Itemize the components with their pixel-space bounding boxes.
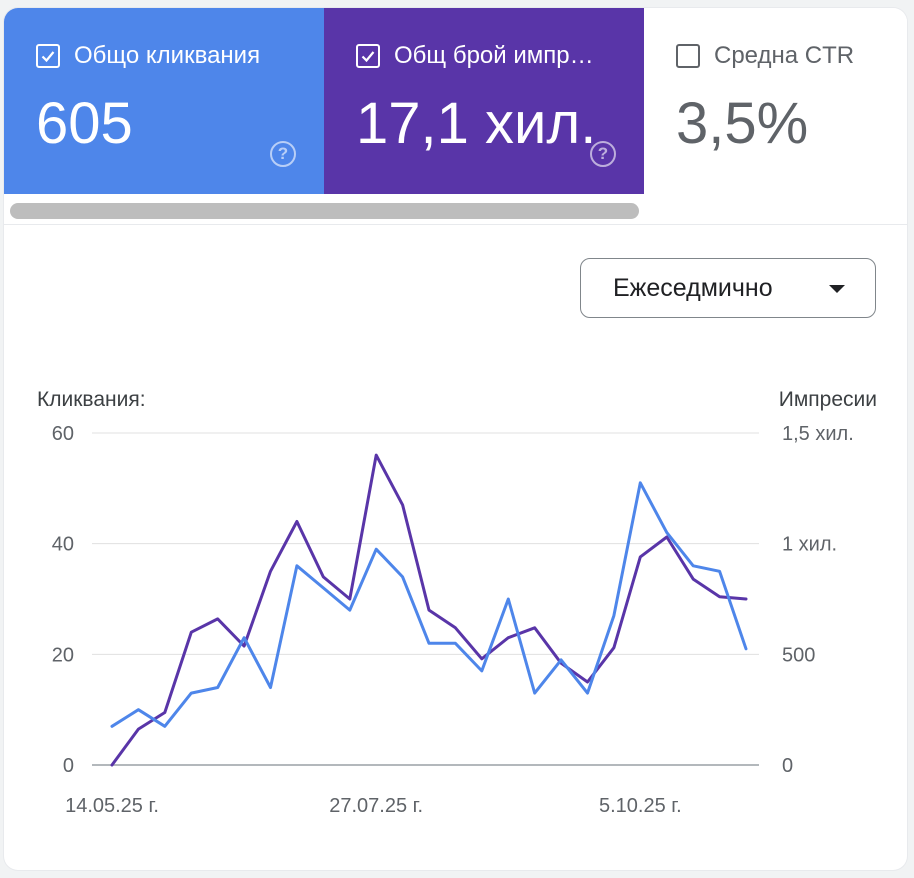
- right-axis-title: Импресии: [778, 388, 877, 411]
- caret-down-icon: [829, 285, 845, 293]
- metric-tile-ctr[interactable]: Средна CTR 3,5%: [644, 8, 907, 194]
- metric-header-clicks: Общо кликвания: [36, 42, 260, 70]
- chart-ticks: 0 20 40 60 0 500 1 хил. 1,5 хил. 14.05.25 г. 27.0…: [52, 423, 854, 817]
- ctr-value: 3,5%: [676, 91, 809, 156]
- period-dropdown-value: Ежеседмично: [613, 273, 773, 302]
- metric-tile-impressions[interactable]: Общ брой импр… 17,1 хил. ?: [324, 8, 644, 194]
- period-dropdown[interactable]: Ежеседмично: [580, 258, 876, 318]
- chart-grid: [92, 432, 759, 766]
- ctr-label: Средна CTR: [714, 42, 855, 69]
- left-tick-label: 40: [52, 534, 74, 556]
- left-tick-label: 0: [63, 755, 74, 777]
- right-tick-label: 500: [782, 644, 815, 666]
- help-icon[interactable]: ?: [270, 141, 296, 167]
- left-tick-label: 20: [52, 644, 74, 666]
- series-line-impressions: [110, 453, 748, 767]
- right-tick-label: 1 хил.: [782, 534, 837, 556]
- line-chart: 0 20 40 60 0 500 1 хил. 1,5 хил. 14.05.25 г. 27.0…: [52, 423, 854, 817]
- ctr-checkbox[interactable]: [676, 44, 700, 68]
- clicks-value: 605: [36, 91, 133, 156]
- clicks-label: Общо кликвания: [74, 42, 261, 69]
- x-tick-label: 14.05.25 г.: [65, 795, 159, 817]
- checkmark-icon: [361, 51, 375, 63]
- metric-tiles: Общо кликвания 605 ? Общ брой импр… 17,1…: [4, 8, 907, 194]
- clicks-checkbox[interactable]: [36, 44, 60, 68]
- right-tick-label: 1,5 хил.: [782, 423, 854, 445]
- impressions-label: Общ брой импр…: [394, 42, 594, 69]
- right-tick-label: 0: [782, 755, 793, 777]
- left-axis-title: Кликвания:: [37, 388, 146, 411]
- performance-card: Общо кликвания 605 ? Общ брой импр… 17,1…: [4, 8, 907, 870]
- help-icon[interactable]: ?: [590, 141, 616, 167]
- horizontal-scrollbar[interactable]: [10, 203, 639, 219]
- left-tick-label: 60: [52, 423, 74, 445]
- chart-series: [110, 453, 748, 767]
- impressions-checkbox[interactable]: [356, 44, 380, 68]
- metric-header-impressions: Общ брой импр…: [356, 42, 594, 70]
- series-line-clicks: [110, 481, 748, 728]
- divider: [4, 224, 907, 225]
- x-tick-label: 27.07.25 г.: [329, 795, 423, 817]
- metric-header-ctr: Средна CTR: [676, 42, 854, 70]
- metric-tile-clicks[interactable]: Общо кликвания 605 ?: [4, 8, 324, 194]
- impressions-value: 17,1 хил.: [356, 91, 597, 156]
- checkmark-icon: [41, 51, 55, 63]
- x-tick-label: 5.10.25 г.: [599, 795, 682, 817]
